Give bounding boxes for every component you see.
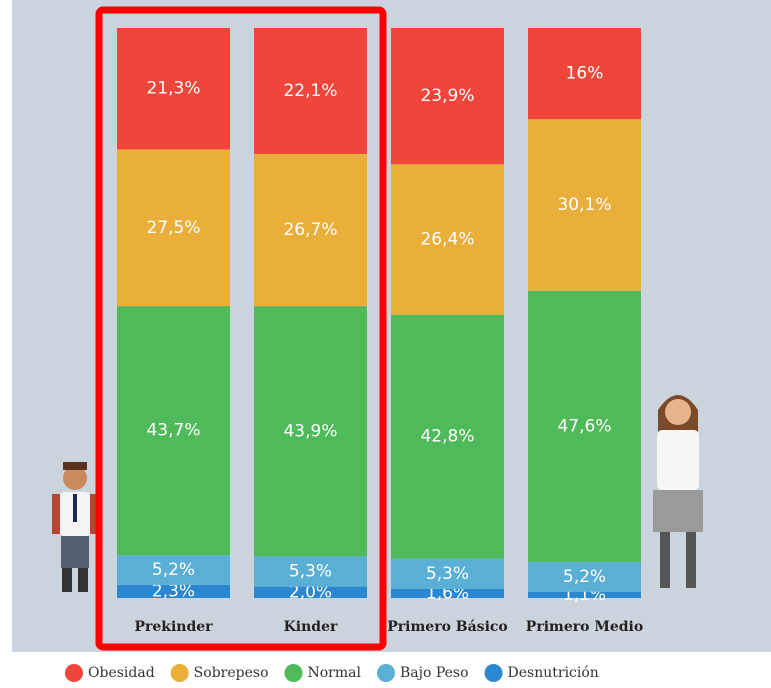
value-label: 47,6%: [557, 416, 611, 436]
legend-label: Obesidad: [88, 665, 155, 681]
legend-marker: [377, 664, 395, 682]
x-tick-label: Primero Medio: [526, 619, 643, 635]
value-label: 42,8%: [420, 427, 474, 447]
value-label: 43,7%: [146, 421, 200, 441]
value-label: 43,9%: [283, 421, 337, 441]
value-label: 5,3%: [289, 561, 332, 581]
value-label: 26,4%: [420, 229, 474, 249]
value-label: 23,9%: [420, 86, 474, 106]
value-label: 22,1%: [283, 81, 337, 101]
legend-label: Normal: [308, 665, 362, 681]
legend-label: Desnutrición: [508, 665, 599, 681]
value-label: 5,2%: [563, 567, 606, 587]
legend-marker: [65, 664, 83, 682]
legend-marker: [171, 664, 189, 682]
legend-marker: [485, 664, 503, 682]
legend-label: Sobrepeso: [194, 665, 269, 681]
value-label: 5,2%: [152, 560, 195, 580]
value-label: 30,1%: [557, 195, 611, 215]
value-label: 5,3%: [426, 564, 469, 584]
value-label: 26,7%: [283, 220, 337, 240]
x-tick-label: Prekinder: [134, 619, 213, 635]
legend-marker: [285, 664, 303, 682]
value-label: 27,5%: [146, 218, 200, 238]
value-label: 16%: [566, 64, 604, 84]
legend-label: Bajo Peso: [400, 665, 469, 681]
value-label: 21,3%: [146, 79, 200, 99]
chart: 2,3%5,2%43,7%27,5%21,3%Prekinder2,0%5,3%…: [0, 0, 771, 688]
x-tick-label: Kinder: [284, 619, 338, 635]
x-tick-label: Primero Básico: [387, 619, 508, 635]
